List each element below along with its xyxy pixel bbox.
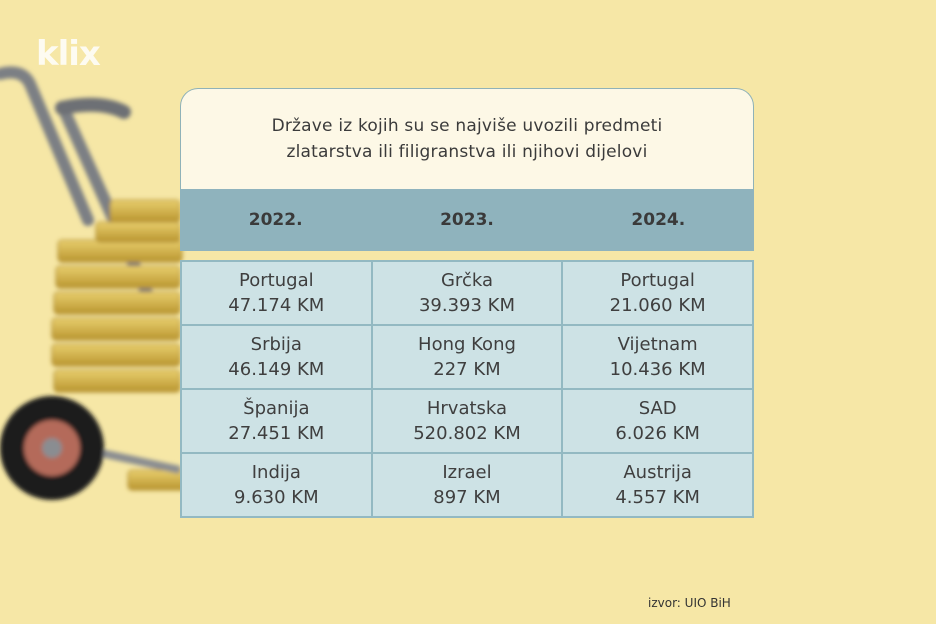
table-row: Portugal 47.174 KM Grčka 39.393 KM Portuga… (180, 260, 754, 326)
table-cell: Austrija 4.557 KM (561, 452, 754, 518)
table-cell: Hrvatska 520.802 KM (370, 388, 564, 454)
import-value: 21.060 KM (609, 295, 706, 316)
import-value: 9.630 KM (234, 487, 319, 508)
table-title-box: Države iz kojih su se najviše uvozili pr… (180, 88, 754, 189)
import-value: 10.436 KM (609, 359, 706, 380)
klix-logo: klix (36, 34, 101, 74)
year-header-row: 2022. 2023. 2024. (180, 189, 754, 251)
country-name: Indija (251, 462, 301, 483)
table-cell: Portugal 21.060 KM (561, 260, 754, 326)
country-name: Austrija (623, 462, 692, 483)
import-table-card: Države iz kojih su se najviše uvozili pr… (180, 88, 754, 518)
table-cell: Španija 27.451 KM (180, 388, 373, 454)
table-cell: Grčka 39.393 KM (370, 260, 564, 326)
country-name: Portugal (620, 270, 695, 291)
country-name: Španija (243, 398, 310, 419)
country-name: Vijetnam (617, 334, 698, 355)
source-note: izvor: UIO BiH (648, 596, 731, 610)
import-value: 4.557 KM (615, 487, 700, 508)
import-value: 520.802 KM (413, 423, 521, 444)
country-name: Portugal (239, 270, 314, 291)
table-cell: SAD 6.026 KM (561, 388, 754, 454)
country-name: Hrvatska (426, 398, 508, 419)
year-header: 2022. (248, 210, 303, 230)
year-header: 2024. (631, 210, 686, 230)
title-line-1: Države iz kojih su se najviše uvozili pr… (271, 116, 663, 136)
country-name: Srbija (250, 334, 302, 355)
table-cell: Vijetnam 10.436 KM (561, 324, 754, 390)
title-line-2: zlatarstva ili filigranstva ili njihovi … (286, 142, 648, 162)
import-value: 6.026 KM (615, 423, 700, 444)
year-header: 2023. (440, 210, 494, 230)
import-value: 27.451 KM (228, 423, 325, 444)
import-value: 227 KM (433, 359, 501, 380)
country-name: Izrael (442, 462, 492, 483)
table-row: Indija 9.630 KM Izrael 897 KM Austrija 4.55… (180, 452, 754, 518)
import-value: 47.174 KM (228, 295, 325, 316)
table-cell: Portugal 47.174 KM (180, 260, 373, 326)
table-cell: Srbija 46.149 KM (180, 324, 373, 390)
table-cell: Izrael 897 KM (370, 452, 564, 518)
import-table: Portugal 47.174 KM Grčka 39.393 KM Portuga… (180, 260, 754, 518)
country-name: Hong Kong (418, 334, 516, 355)
import-value: 897 KM (433, 487, 501, 508)
import-value: 46.149 KM (228, 359, 325, 380)
import-value: 39.393 KM (418, 295, 515, 316)
country-name: Grčka (440, 270, 493, 291)
table-row: Srbija 46.149 KM Hong Kong 227 KM Vijetnam… (180, 324, 754, 390)
table-cell: Indija 9.630 KM (180, 452, 373, 518)
country-name: SAD (638, 398, 677, 419)
table-row: Španija 27.451 KM Hrvatska 520.802 KM SAD 6… (180, 388, 754, 454)
table-cell: Hong Kong 227 KM (370, 324, 564, 390)
